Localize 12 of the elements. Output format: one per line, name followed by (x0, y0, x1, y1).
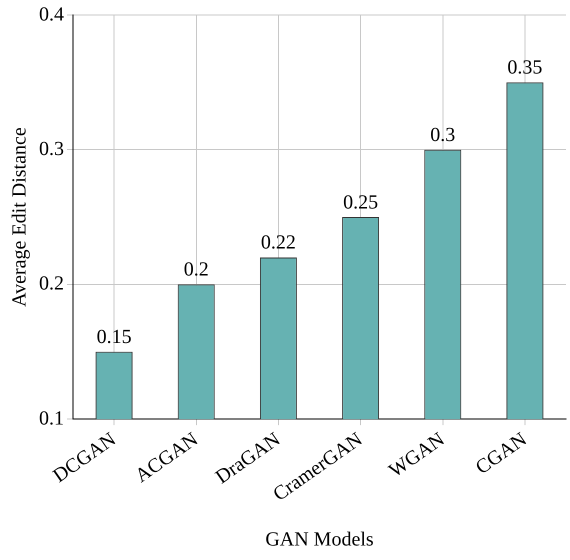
x-axis-title: GAN Models (265, 528, 374, 550)
y-tick-label: 0.2 (39, 272, 64, 295)
y-tick-label: 0.4 (39, 3, 64, 26)
data-label: 0.35 (507, 56, 542, 79)
data-label: 0.2 (184, 258, 209, 281)
data-label: 0.15 (96, 326, 132, 348)
y-tick-label: 0.3 (39, 138, 64, 160)
y-axis-title: Average Edit Distance (8, 127, 30, 307)
y-tick-label: 0.1 (39, 407, 64, 430)
data-label: 0.3 (430, 124, 456, 146)
data-label: 0.25 (343, 191, 378, 214)
data-label: 0.22 (260, 232, 296, 254)
